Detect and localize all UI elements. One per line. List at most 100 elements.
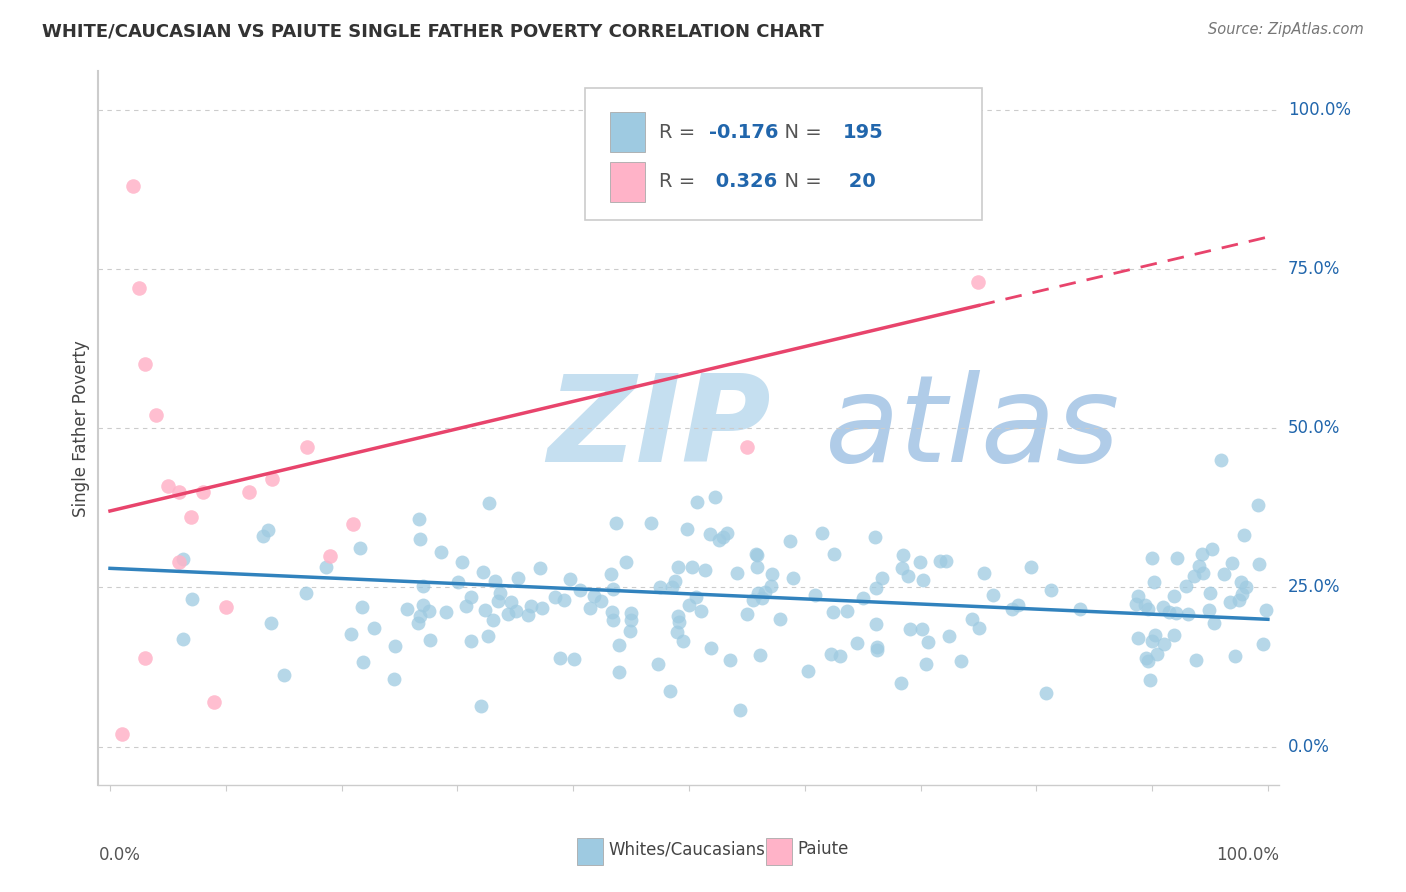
- Point: [782, 571, 804, 585]
- Point: [1188, 559, 1211, 574]
- Point: [866, 640, 889, 654]
- Point: [804, 588, 827, 602]
- Point: [1163, 590, 1185, 604]
- Point: [607, 665, 630, 679]
- Point: [1007, 598, 1029, 612]
- Point: [191, 484, 214, 499]
- Point: [384, 672, 406, 686]
- Point: [1191, 547, 1213, 561]
- Point: [430, 545, 453, 559]
- Point: [600, 605, 623, 619]
- Point: [898, 622, 921, 636]
- Point: [1143, 574, 1166, 589]
- Point: [897, 568, 920, 582]
- Point: [259, 615, 281, 630]
- Point: [1198, 586, 1220, 600]
- Point: [716, 525, 738, 540]
- Point: [685, 590, 707, 604]
- Point: [600, 566, 623, 581]
- Point: [460, 590, 482, 604]
- Point: [498, 607, 520, 621]
- Point: [845, 636, 868, 650]
- Point: [929, 554, 952, 568]
- Point: [711, 530, 734, 544]
- Text: N =: N =: [772, 122, 828, 142]
- Point: [544, 590, 567, 604]
- Point: [180, 510, 202, 524]
- Point: [690, 604, 713, 618]
- Point: [658, 683, 681, 698]
- Point: [1256, 603, 1278, 617]
- Point: [384, 640, 406, 654]
- Point: [749, 648, 772, 662]
- Point: [754, 584, 776, 599]
- Point: [620, 606, 643, 620]
- Point: [295, 440, 318, 454]
- Point: [823, 605, 845, 619]
- Point: [796, 665, 818, 679]
- Point: [1234, 580, 1257, 594]
- Point: [728, 703, 751, 717]
- Point: [1201, 542, 1223, 557]
- Point: [686, 494, 709, 508]
- Point: [1001, 601, 1024, 615]
- Point: [725, 566, 748, 581]
- Point: [672, 634, 695, 648]
- Text: 100.0%: 100.0%: [1288, 101, 1351, 119]
- Point: [681, 560, 703, 574]
- Point: [516, 608, 538, 623]
- Point: [1229, 593, 1251, 607]
- Text: 20: 20: [842, 172, 876, 192]
- Point: [852, 591, 875, 605]
- Text: -0.176: -0.176: [709, 122, 779, 142]
- Point: [704, 490, 727, 504]
- Point: [664, 574, 686, 588]
- Point: [1136, 601, 1159, 615]
- Point: [1137, 654, 1160, 668]
- Point: [560, 572, 582, 586]
- Point: [745, 549, 768, 563]
- Point: [486, 594, 509, 608]
- Point: [273, 668, 295, 682]
- Text: 0.326: 0.326: [709, 172, 778, 192]
- Point: [1035, 686, 1057, 700]
- Point: [1140, 551, 1163, 566]
- Text: 100.0%: 100.0%: [1216, 846, 1279, 863]
- Point: [678, 598, 700, 612]
- Point: [295, 586, 318, 600]
- Text: 50.0%: 50.0%: [1288, 419, 1340, 437]
- Point: [451, 555, 474, 569]
- Point: [695, 563, 717, 577]
- Point: [505, 604, 527, 618]
- Point: [745, 547, 768, 561]
- Point: [169, 555, 191, 569]
- Point: [1219, 595, 1241, 609]
- Point: [609, 638, 631, 652]
- Point: [340, 626, 363, 640]
- Point: [128, 281, 150, 295]
- Point: [935, 554, 957, 568]
- Point: [747, 586, 769, 600]
- Point: [699, 526, 721, 541]
- Point: [700, 640, 723, 655]
- Point: [434, 605, 457, 619]
- Text: Paiute: Paiute: [797, 840, 849, 858]
- Point: [1146, 647, 1168, 661]
- Point: [489, 586, 512, 600]
- Point: [969, 621, 991, 635]
- Point: [1212, 567, 1234, 582]
- Point: [1152, 599, 1174, 614]
- Text: R =: R =: [659, 122, 702, 142]
- Text: Whites/Caucasians: Whites/Caucasians: [609, 840, 765, 858]
- Point: [1230, 587, 1253, 601]
- Point: [1177, 607, 1199, 621]
- Point: [1233, 527, 1256, 541]
- Point: [709, 533, 731, 548]
- Point: [501, 595, 523, 609]
- Point: [835, 604, 858, 618]
- Text: Source: ZipAtlas.com: Source: ZipAtlas.com: [1208, 22, 1364, 37]
- Point: [470, 698, 492, 713]
- Point: [1192, 566, 1215, 581]
- Point: [1157, 605, 1180, 619]
- Point: [917, 635, 939, 649]
